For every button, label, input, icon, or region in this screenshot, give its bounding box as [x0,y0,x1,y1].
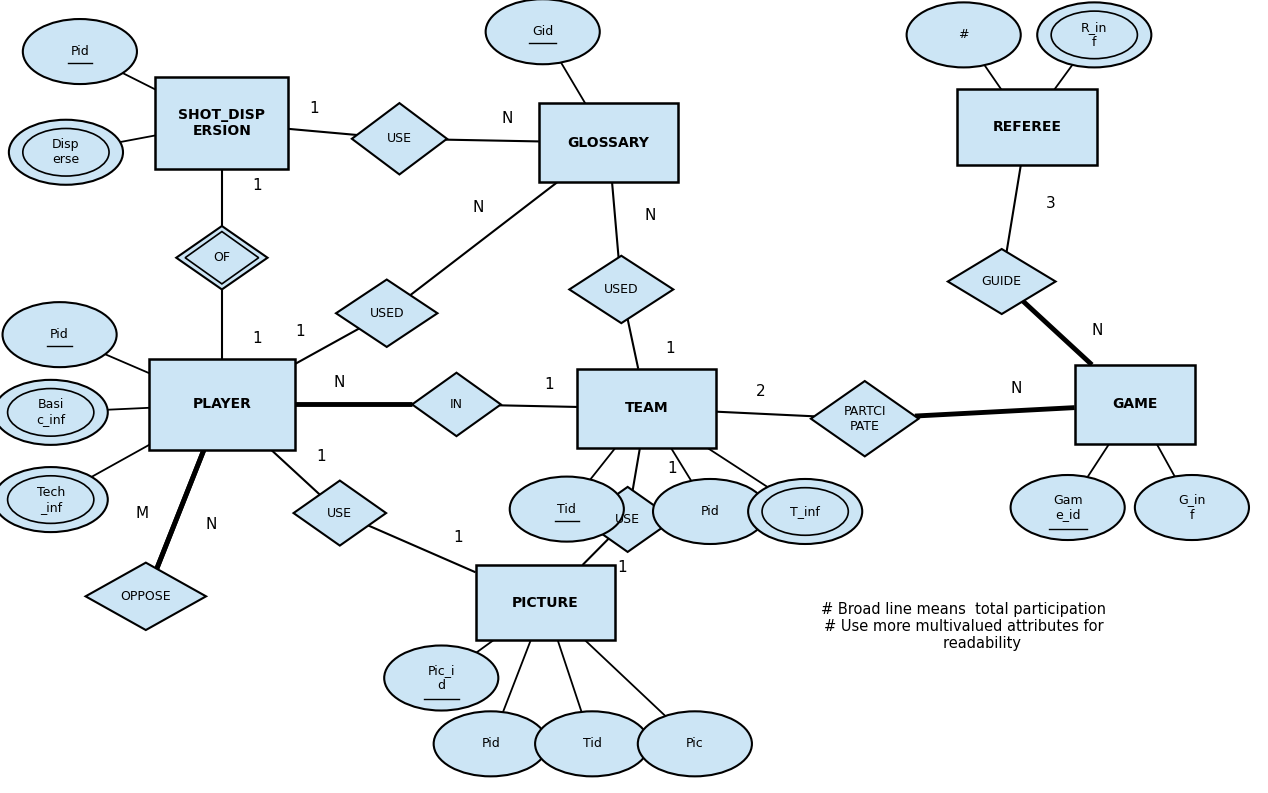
Text: GAME: GAME [1112,397,1158,412]
Ellipse shape [9,120,123,185]
Text: Basi
c_inf: Basi c_inf [37,398,65,427]
Ellipse shape [907,2,1021,67]
Text: PARTCI
PATE: PARTCI PATE [843,404,886,433]
Text: GUIDE: GUIDE [981,275,1022,288]
Text: USED: USED [604,283,639,296]
Polygon shape [812,381,918,457]
Text: 1: 1 [252,178,262,193]
Text: USE: USE [387,132,412,145]
Text: Pid: Pid [482,737,500,750]
FancyBboxPatch shape [155,78,288,169]
Ellipse shape [748,479,862,544]
Ellipse shape [638,711,752,776]
Text: TEAM: TEAM [625,401,668,416]
Ellipse shape [535,711,649,776]
Ellipse shape [434,711,548,776]
Ellipse shape [1011,475,1125,540]
Text: N: N [473,201,484,216]
Text: 1: 1 [454,531,463,546]
Text: 1: 1 [667,461,677,476]
FancyBboxPatch shape [148,358,294,450]
Ellipse shape [1135,475,1249,540]
Text: G_in
f: G_in f [1178,493,1206,522]
Text: 1: 1 [544,377,554,392]
Text: N: N [644,208,656,223]
FancyBboxPatch shape [577,369,716,448]
Text: Pid: Pid [71,45,89,58]
Text: Pic_i
d: Pic_i d [427,664,455,692]
Text: 1: 1 [664,341,675,356]
Text: Gam
e_id: Gam e_id [1052,493,1083,522]
Text: SHOT_DISP
ERSION: SHOT_DISP ERSION [179,108,265,138]
Text: N: N [1011,381,1022,396]
Text: 1: 1 [295,324,306,339]
Text: PICTURE: PICTURE [512,596,578,610]
Ellipse shape [510,477,624,542]
Text: USE: USE [327,507,353,519]
Polygon shape [581,487,675,552]
Polygon shape [569,256,673,324]
Text: Pid: Pid [51,328,68,341]
Ellipse shape [1037,2,1151,67]
Text: OF: OF [213,251,231,264]
Polygon shape [336,280,437,347]
Text: USED: USED [369,307,404,320]
Ellipse shape [653,479,767,544]
FancyBboxPatch shape [539,103,678,182]
Text: # Broad line means  total participation
# Use more multivalued attributes for
  : # Broad line means total participation #… [822,602,1106,651]
Text: 1: 1 [252,331,262,346]
Text: USE: USE [615,513,640,526]
Text: Disp
erse: Disp erse [52,138,80,167]
Text: 1: 1 [618,560,626,575]
Text: N: N [502,111,514,126]
Ellipse shape [3,302,117,367]
Text: OPPOSE: OPPOSE [120,590,171,603]
Text: N: N [205,517,217,532]
Text: Pic: Pic [686,737,704,750]
Text: R_in
f: R_in f [1082,21,1107,49]
Text: M: M [136,506,148,521]
Text: Tech
_inf: Tech _inf [37,485,65,514]
Text: GLOSSARY: GLOSSARY [568,136,649,150]
Text: 1: 1 [309,102,318,117]
Ellipse shape [0,467,108,532]
Text: Tid: Tid [558,503,576,515]
Polygon shape [351,103,446,174]
Ellipse shape [384,646,498,711]
Polygon shape [176,226,268,289]
Polygon shape [86,563,205,630]
Text: 3: 3 [1045,196,1055,211]
Text: IN: IN [450,398,463,411]
Text: N: N [1092,323,1103,338]
Text: PLAYER: PLAYER [193,397,251,412]
FancyBboxPatch shape [957,90,1097,165]
Text: Pid: Pid [701,505,719,518]
FancyBboxPatch shape [476,565,615,641]
Text: 2: 2 [756,384,765,399]
Text: Gid: Gid [533,25,553,38]
Ellipse shape [0,380,108,445]
Polygon shape [294,481,385,546]
Polygon shape [948,249,1056,314]
Polygon shape [412,373,501,436]
Text: 1: 1 [316,449,326,464]
Ellipse shape [486,0,600,64]
Text: REFEREE: REFEREE [993,120,1061,134]
FancyBboxPatch shape [1075,365,1194,444]
Ellipse shape [23,19,137,84]
Text: T_inf: T_inf [790,505,820,518]
Text: Tid: Tid [583,737,601,750]
Text: N: N [333,375,345,389]
Text: #: # [959,29,969,41]
